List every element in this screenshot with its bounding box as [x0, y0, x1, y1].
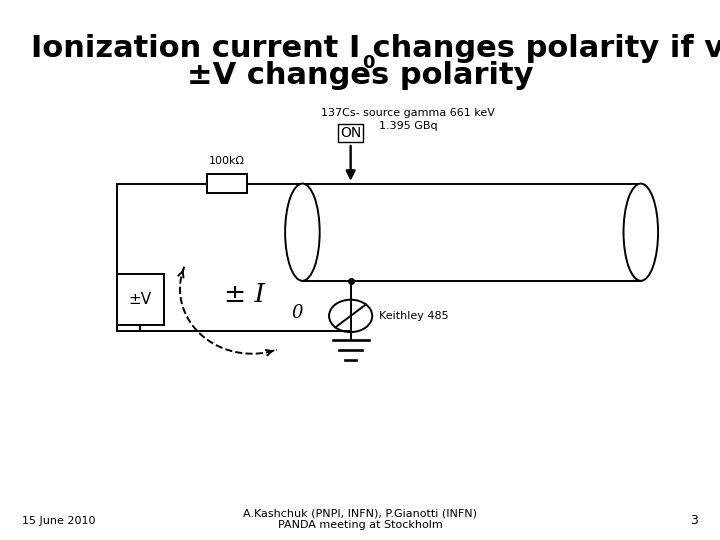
- Text: 15 June 2010: 15 June 2010: [22, 516, 95, 526]
- Text: 137Cs- source gamma 661 keV: 137Cs- source gamma 661 keV: [321, 107, 495, 118]
- Ellipse shape: [624, 184, 658, 281]
- Text: Ionization current I: Ionization current I: [31, 33, 360, 63]
- Text: 0: 0: [362, 53, 374, 71]
- Bar: [117, 274, 164, 325]
- Text: Keithley 485: Keithley 485: [379, 311, 449, 321]
- Ellipse shape: [285, 184, 320, 281]
- Text: changes polarity if voltage: changes polarity if voltage: [362, 33, 720, 63]
- Text: ON: ON: [340, 126, 361, 140]
- Text: ± I: ± I: [225, 282, 265, 307]
- Text: ±V changes polarity: ±V changes polarity: [186, 60, 534, 90]
- Text: 1.395 GBq: 1.395 GBq: [379, 120, 438, 131]
- Text: PANDA meeting at Stockholm: PANDA meeting at Stockholm: [278, 520, 442, 530]
- Text: 0: 0: [292, 304, 303, 322]
- Text: 3: 3: [690, 514, 698, 526]
- Text: 100kΩ: 100kΩ: [209, 156, 245, 166]
- Text: ±V: ±V: [129, 292, 152, 307]
- Bar: [302, 184, 641, 281]
- Bar: [207, 174, 246, 193]
- Text: A.Kashchuk (PNPI, INFN), P.Gianotti (INFN): A.Kashchuk (PNPI, INFN), P.Gianotti (INF…: [243, 508, 477, 518]
